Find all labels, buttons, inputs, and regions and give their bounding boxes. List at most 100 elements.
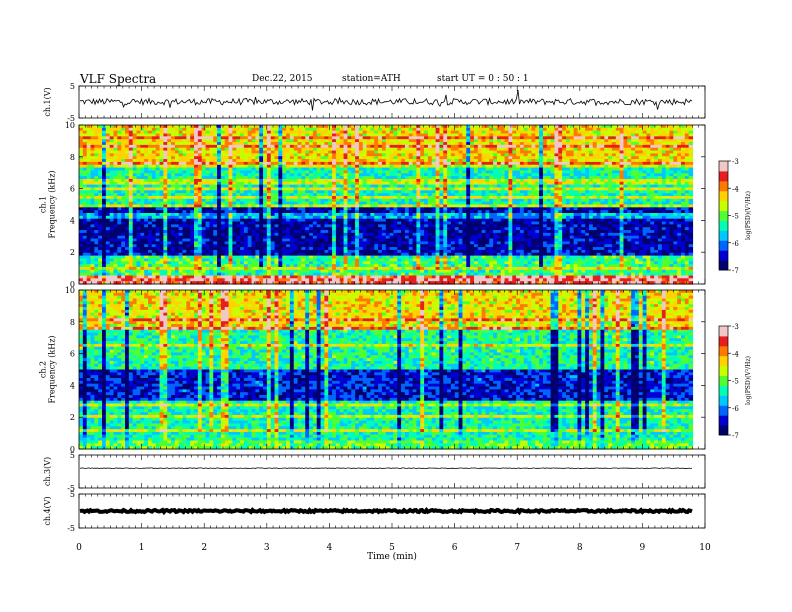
spectrogram-cell xyxy=(205,142,210,146)
spectrogram-cell xyxy=(408,127,414,132)
spectrogram-cell xyxy=(205,125,210,129)
spectrogram-cell xyxy=(466,142,471,146)
spectrogram-cell xyxy=(220,133,226,137)
spectrogram-cell xyxy=(397,130,402,135)
spectrogram-cell xyxy=(163,130,168,135)
spectrogram-cell xyxy=(470,130,475,135)
spectrogram-cell xyxy=(401,142,406,146)
spectrogram-cell xyxy=(688,125,694,129)
spectrogram-cell xyxy=(301,130,306,135)
spectrogram-cell xyxy=(251,144,256,149)
spectrogram-cell xyxy=(447,133,452,137)
spectrogram-cell xyxy=(320,133,325,137)
spectrogram-cell xyxy=(182,139,187,143)
spectrogram-cell xyxy=(90,127,95,132)
spectrogram-cell xyxy=(654,142,659,146)
spectrogram-cell xyxy=(565,133,571,137)
spectrogram-cell xyxy=(619,130,625,135)
spectrogram-cell xyxy=(220,139,226,143)
spectrogram-cell xyxy=(684,130,690,135)
spectrogram-cell xyxy=(688,139,694,143)
spectrogram-cell xyxy=(228,139,233,143)
spectrogram-cell xyxy=(278,125,283,129)
spectrogram-cell xyxy=(523,142,529,146)
spectrogram-cell xyxy=(443,125,448,129)
spectrogram-cell xyxy=(270,133,276,137)
spectrogram-cell xyxy=(481,127,487,132)
spectrogram-cell xyxy=(677,136,682,140)
spectrogram-cell xyxy=(462,142,467,146)
spectrogram-cell xyxy=(470,133,475,137)
spectrogram-cell xyxy=(289,136,295,140)
spectrogram-cell xyxy=(293,125,299,129)
spectrogram-cell xyxy=(535,133,540,137)
spectrogram-cell xyxy=(194,142,199,146)
spectrogram-cell xyxy=(569,139,575,143)
spectrogram-cell xyxy=(604,133,609,137)
spectrogram-cell xyxy=(232,133,237,137)
spectrogram-cell xyxy=(251,136,256,140)
spectrogram-cell xyxy=(500,139,506,143)
spectrogram-cell xyxy=(355,127,360,132)
spectrogram-cell xyxy=(638,136,644,140)
spectrogram-cell xyxy=(282,125,287,129)
spectrogram-cell xyxy=(374,125,379,129)
spectrogram-cell xyxy=(508,136,513,140)
spectrogram-cell xyxy=(393,130,398,135)
spectrogram-cell xyxy=(558,125,563,129)
spectrogram-cell xyxy=(171,139,176,143)
spectrogram-cell xyxy=(619,136,625,140)
spectrogram-cell xyxy=(600,139,605,143)
spectrogram-cell xyxy=(263,139,268,143)
spectrogram-cell xyxy=(397,139,402,143)
spectrogram-cell xyxy=(615,127,621,132)
spectrogram-cell xyxy=(266,139,272,143)
spectrogram-cell xyxy=(374,130,379,135)
spectrogram-cell xyxy=(542,130,548,135)
spectrogram-cell xyxy=(282,130,287,135)
spectrogram-cell xyxy=(90,133,95,137)
spectrogram-cell xyxy=(546,127,552,132)
spectrogram-cell xyxy=(684,125,690,129)
spectrogram-cell xyxy=(381,142,387,146)
spectrogram-cell xyxy=(504,136,510,140)
spectrogram-cell xyxy=(623,133,628,137)
spectrogram-cell xyxy=(485,139,490,143)
spectrogram-cell xyxy=(335,142,341,146)
spectrogram-cell xyxy=(113,125,118,129)
spectrogram-cell xyxy=(481,139,487,143)
spectrogram-cell xyxy=(247,133,253,137)
spectrogram-cell xyxy=(159,139,164,143)
spectrogram-cell xyxy=(516,139,521,143)
spectrogram-cell xyxy=(255,142,260,146)
spectrogram-cell xyxy=(289,133,295,137)
spectrogram-cell xyxy=(186,136,191,140)
spectrogram-cell xyxy=(458,139,464,143)
spectrogram-cell xyxy=(397,127,402,132)
spectrogram-cell xyxy=(217,144,222,149)
spectrogram-cell xyxy=(240,144,245,149)
spectrogram-cell xyxy=(688,130,694,135)
spectrogram-cell xyxy=(657,130,663,135)
spectrogram-cell xyxy=(86,144,92,149)
spectrogram-cell xyxy=(623,139,628,143)
spectrogram-cell xyxy=(562,136,567,140)
spectrogram-cell xyxy=(243,144,249,149)
spectrogram-cell xyxy=(136,139,141,143)
spectrogram-cell xyxy=(420,130,425,135)
spectrogram-cell xyxy=(573,127,579,132)
spectrogram-cell xyxy=(600,127,605,132)
spectrogram-cell xyxy=(255,125,260,129)
spectrogram-cell xyxy=(646,142,651,146)
spectrogram-cell xyxy=(542,142,548,146)
spectrogram-cell xyxy=(282,139,287,143)
spectrogram-cell xyxy=(588,130,594,135)
spectrogram-cell xyxy=(159,142,164,146)
spectrogram-cell xyxy=(527,142,533,146)
spectrogram-cell xyxy=(496,133,502,137)
spectrogram-cell xyxy=(466,130,471,135)
spectrogram-cell xyxy=(320,125,325,129)
spectrogram-cell xyxy=(450,136,456,140)
spectrogram-cell xyxy=(370,127,375,132)
spectrogram-cell xyxy=(504,139,510,143)
